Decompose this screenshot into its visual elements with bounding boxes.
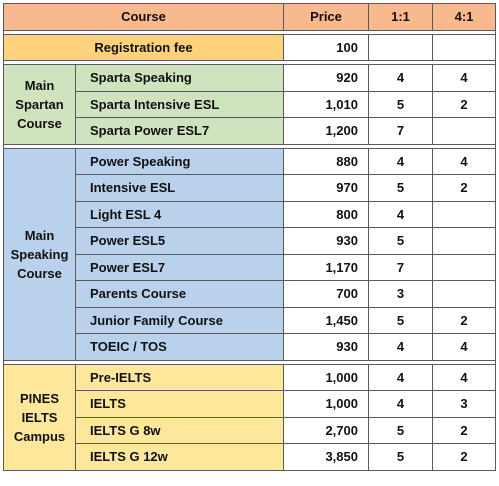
- table-row: Parents Course 700 3: [4, 280, 496, 308]
- course-name: Intensive ESL: [75, 174, 284, 202]
- one-on-one-count: 7: [368, 117, 433, 145]
- four-on-one-count: 4: [432, 147, 496, 175]
- course-name: Light ESL 4: [75, 200, 284, 228]
- separator-row: [3, 359, 496, 365]
- header-course: Course: [3, 3, 284, 31]
- four-on-one-count: 2: [432, 416, 496, 444]
- header-four-on-one: 4:1: [432, 3, 496, 31]
- course-name: IELTS G 8w: [75, 416, 284, 444]
- four-on-one-count: [432, 200, 496, 228]
- four-on-one-count: [432, 253, 496, 281]
- course-name: IELTS G 12w: [75, 443, 284, 471]
- course-price: 1,170: [283, 253, 369, 281]
- course-name: Pre-IELTS: [75, 363, 284, 391]
- four-on-one-count: 2: [432, 90, 496, 118]
- table-row: Main Spartan Course Sparta Speaking 920 …: [3, 64, 496, 145]
- header-price: Price: [283, 3, 369, 31]
- table-row: PINES IELTS Campus Pre-IELTS 1,000 4 4: [3, 363, 496, 471]
- four-on-one-count: [432, 117, 496, 145]
- course-price: 800: [283, 200, 369, 228]
- course-price: 1,000: [283, 390, 369, 418]
- table-row: Power ESL5 930 5: [4, 227, 496, 255]
- registration-one: [368, 33, 433, 61]
- one-on-one-count: 4: [368, 333, 433, 361]
- separator-row: [3, 143, 496, 149]
- table-row: IELTS G 8w 2,700 5 2: [4, 416, 496, 444]
- registration-four: [432, 33, 496, 61]
- course-price: 2,700: [283, 416, 369, 444]
- course-price: 970: [283, 174, 369, 202]
- one-on-one-count: 5: [368, 443, 433, 471]
- course-price: 700: [283, 280, 369, 308]
- table-row: Junior Family Course 1,450 5 2: [4, 306, 496, 334]
- price-table: Course Price 1:1 4:1 Registration fee 10…: [3, 3, 496, 471]
- separator-row: [3, 60, 496, 65]
- four-on-one-count: 3: [432, 390, 496, 418]
- table-row: Power ESL7 1,170 7: [4, 253, 496, 281]
- registration-row: Registration fee 100: [3, 33, 496, 61]
- one-on-one-count: 4: [368, 200, 433, 228]
- table-row: TOEIC / TOS 930 4 4: [4, 333, 496, 361]
- course-price: 880: [283, 147, 369, 175]
- four-on-one-count: 2: [432, 174, 496, 202]
- header-row: Course Price 1:1 4:1: [3, 3, 496, 31]
- group-label: Main Speaking Course: [3, 147, 76, 361]
- course-name: Sparta Intensive ESL: [75, 90, 284, 118]
- four-on-one-count: 2: [432, 306, 496, 334]
- course-name: TOEIC / TOS: [75, 333, 284, 361]
- group-label: Main Spartan Course: [3, 64, 76, 145]
- header-one-on-one: 1:1: [368, 3, 433, 31]
- four-on-one-count: 4: [432, 64, 496, 92]
- separator-row: [3, 29, 496, 35]
- table-row: Main Speaking Course Power Speaking 880 …: [3, 147, 496, 361]
- registration-label: Registration fee: [3, 33, 284, 61]
- one-on-one-count: 5: [368, 227, 433, 255]
- course-price: 1,450: [283, 306, 369, 334]
- course-price: 930: [283, 227, 369, 255]
- course-name: Power ESL5: [75, 227, 284, 255]
- course-price: 920: [283, 64, 369, 92]
- table-row: IELTS G 12w 3,850 5 2: [4, 443, 496, 471]
- table-row: IELTS 1,000 4 3: [4, 390, 496, 418]
- group-label: PINES IELTS Campus: [3, 363, 76, 471]
- one-on-one-count: 3: [368, 280, 433, 308]
- one-on-one-count: 5: [368, 90, 433, 118]
- table-row: Intensive ESL 970 5 2: [4, 174, 496, 202]
- course-name: Sparta Power ESL7: [75, 117, 284, 145]
- table-row: Light ESL 4 800 4: [4, 200, 496, 228]
- one-on-one-count: 4: [368, 64, 433, 92]
- four-on-one-count: 2: [432, 443, 496, 471]
- course-name: Parents Course: [75, 280, 284, 308]
- course-price: 1,010: [283, 90, 369, 118]
- four-on-one-count: [432, 227, 496, 255]
- course-price: 1,200: [283, 117, 369, 145]
- one-on-one-count: 4: [368, 390, 433, 418]
- course-name: Power Speaking: [75, 147, 284, 175]
- one-on-one-count: 5: [368, 416, 433, 444]
- one-on-one-count: 5: [368, 306, 433, 334]
- four-on-one-count: 4: [432, 363, 496, 391]
- registration-price: 100: [283, 33, 369, 61]
- table-row: Sparta Power ESL7 1,200 7: [4, 117, 496, 145]
- course-name: Junior Family Course: [75, 306, 284, 334]
- course-price: 3,850: [283, 443, 369, 471]
- four-on-one-count: [432, 280, 496, 308]
- one-on-one-count: 5: [368, 174, 433, 202]
- one-on-one-count: 4: [368, 147, 433, 175]
- one-on-one-count: 4: [368, 363, 433, 391]
- course-name: IELTS: [75, 390, 284, 418]
- one-on-one-count: 7: [368, 253, 433, 281]
- table-row: Sparta Intensive ESL 1,010 5 2: [4, 90, 496, 118]
- four-on-one-count: 4: [432, 333, 496, 361]
- course-price: 930: [283, 333, 369, 361]
- course-price: 1,000: [283, 363, 369, 391]
- course-name: Sparta Speaking: [75, 64, 284, 92]
- course-name: Power ESL7: [75, 253, 284, 281]
